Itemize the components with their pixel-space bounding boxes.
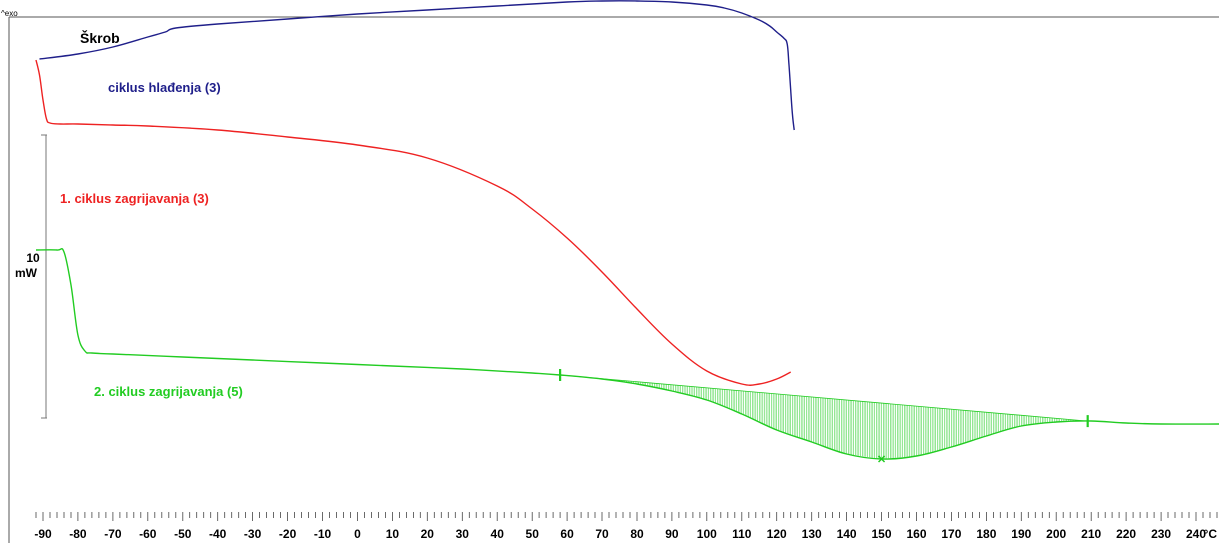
x-tick-label: 220	[1116, 527, 1136, 541]
scale-bar: 10 mW	[15, 134, 47, 419]
x-tick-label: 50	[526, 527, 540, 541]
x-tick-label: 170	[941, 527, 961, 541]
x-tick-label: 240	[1186, 527, 1206, 541]
integration-region	[560, 374, 1088, 459]
x-tick-label: 40	[491, 527, 505, 541]
x-tick-label: 160	[906, 527, 926, 541]
scale-bar-unit: mW	[15, 266, 38, 280]
x-tick-label: -60	[139, 527, 157, 541]
chart-title: Škrob	[80, 29, 120, 46]
series-label-cooling: ciklus hlađenja (3)	[108, 80, 221, 95]
series-cooling-line	[39, 0, 795, 131]
x-tick-label: -40	[209, 527, 227, 541]
x-tick-label: 190	[1011, 527, 1031, 541]
x-unit-label: °C	[1204, 527, 1218, 541]
x-tick-label: 100	[697, 527, 717, 541]
x-tick-label: 60	[560, 527, 574, 541]
x-tick-label: 20	[421, 527, 435, 541]
x-tick-label: 80	[630, 527, 644, 541]
x-tick-label: -80	[69, 527, 87, 541]
marker-group	[559, 369, 1089, 463]
x-tick-label: 90	[665, 527, 679, 541]
x-tick-label: -30	[244, 527, 262, 541]
x-tick-label: 210	[1081, 527, 1101, 541]
peak-marker	[878, 455, 886, 463]
x-tick-label: -70	[104, 527, 122, 541]
x-tick-label: 0	[354, 527, 361, 541]
x-tick-label: 180	[976, 527, 996, 541]
x-tick-label: 70	[595, 527, 609, 541]
integration-baseline	[560, 374, 1088, 422]
x-tick-label: 140	[837, 527, 857, 541]
x-tick-label: 10	[386, 527, 400, 541]
series-label-heating-2: 2. ciklus zagrijavanja (5)	[94, 384, 243, 399]
x-tick-label: 200	[1046, 527, 1066, 541]
x-tick-label: 120	[767, 527, 787, 541]
series-group	[35, 0, 1219, 460]
series-heating-2-line	[35, 248, 1219, 460]
x-tick-label: -90	[34, 527, 52, 541]
x-tick-label: -20	[279, 527, 297, 541]
x-tick-label: 230	[1151, 527, 1171, 541]
exo-label: ^exo	[1, 9, 18, 18]
series-label-heating-1: 1. ciklus zagrijavanja (3)	[60, 191, 209, 206]
scale-bar-value: 10	[26, 251, 40, 265]
x-tick-label: 110	[732, 527, 752, 541]
x-tick-label: -50	[174, 527, 192, 541]
x-tick-label: -10	[314, 527, 332, 541]
x-tick-label: 150	[871, 527, 891, 541]
series-heating-1-line	[35, 59, 792, 386]
x-axis: -90 -80 -70 -60 -50 -40 -30 -20 -10 0 10 20 30 40 50 60…	[34, 512, 1218, 541]
x-tick-label: 130	[802, 527, 822, 541]
x-tick-label: 30	[456, 527, 470, 541]
